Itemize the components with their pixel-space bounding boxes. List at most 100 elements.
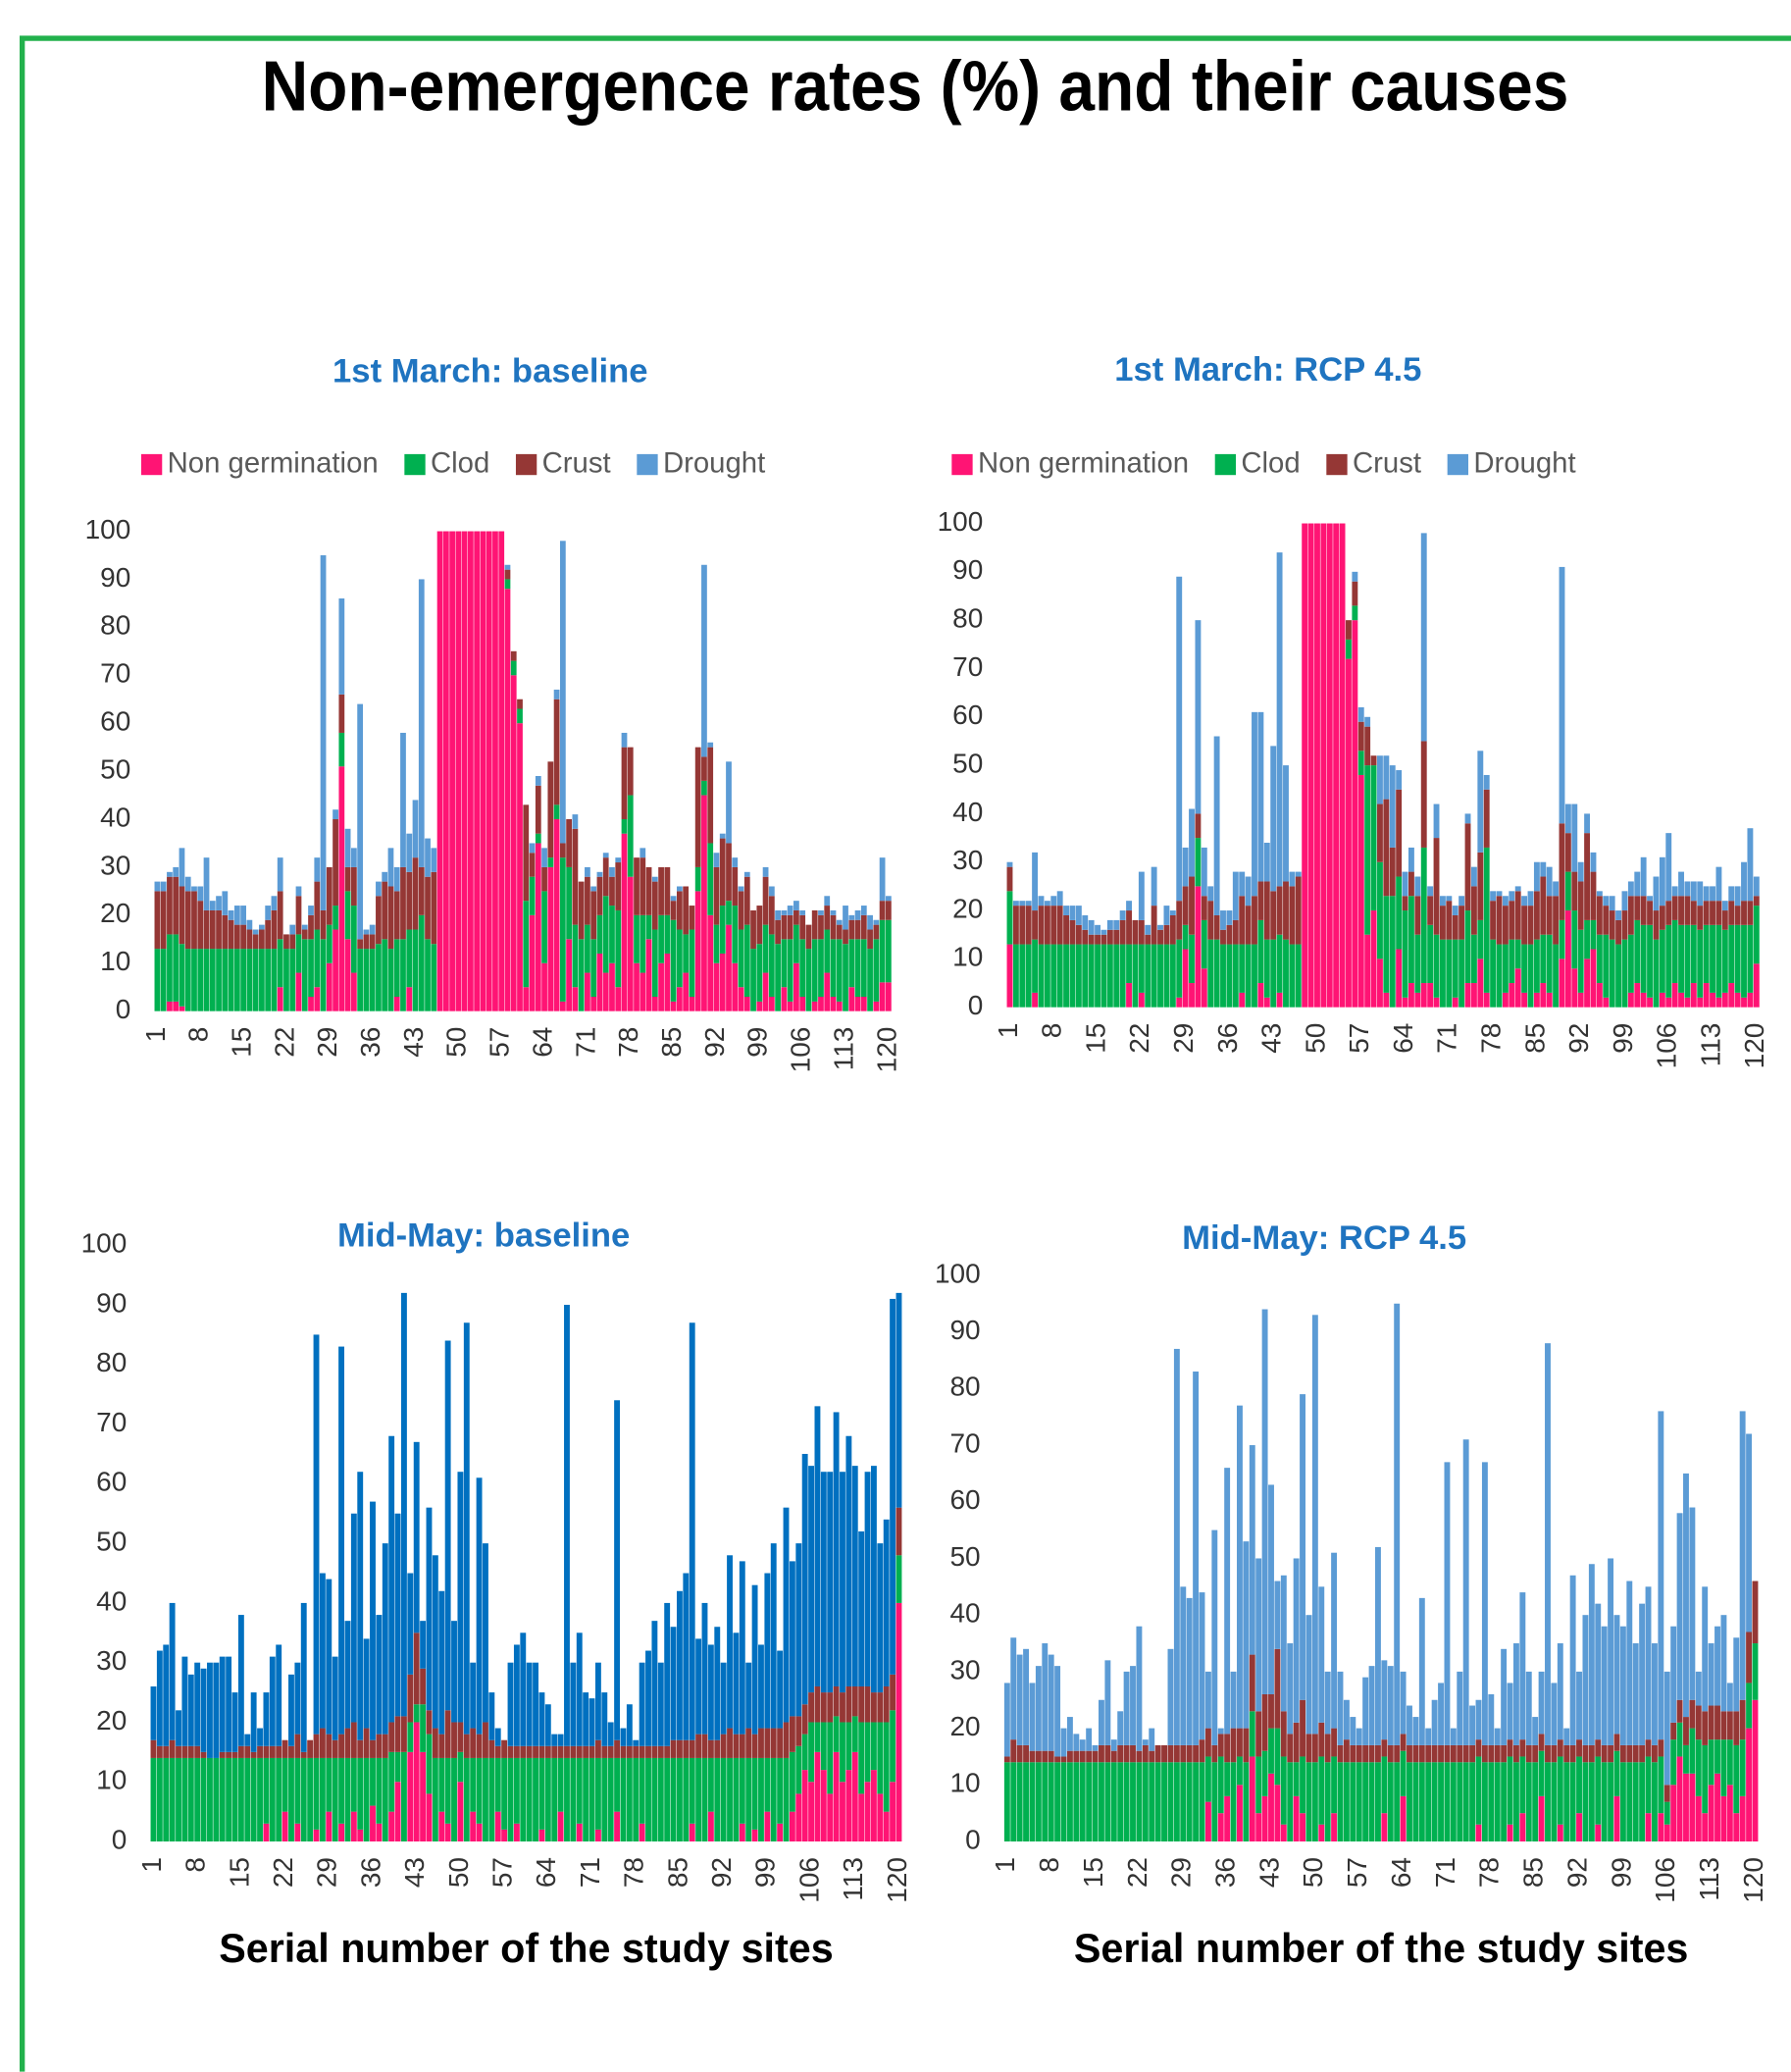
bar-segment	[307, 1757, 314, 1842]
bar-segment	[1289, 871, 1296, 887]
bar-segment	[1695, 1671, 1702, 1706]
bar-segment	[1519, 1813, 1526, 1842]
x-tick-label: 50	[443, 1857, 474, 1888]
bar-segment	[1708, 1705, 1714, 1740]
bar-segment	[1621, 891, 1628, 911]
y-tick-label: 90	[950, 1315, 981, 1345]
bar-segment	[609, 876, 615, 906]
bar-segment	[1396, 789, 1403, 877]
bar-segment	[1003, 1756, 1010, 1763]
x-tick-label: 22	[1122, 1857, 1152, 1888]
bar-segment	[1394, 1762, 1401, 1842]
bar-segment	[651, 929, 658, 998]
bar-segment	[1063, 914, 1070, 945]
bar-segment	[1104, 1660, 1111, 1745]
bar-segment	[1462, 1439, 1469, 1745]
bar-segment	[246, 919, 253, 930]
bar-segment	[294, 1823, 301, 1842]
bar-segment	[1207, 901, 1214, 940]
bar-segment	[1054, 1666, 1061, 1757]
x-tick-label: 78	[1476, 1023, 1507, 1054]
bar-segment	[1331, 1813, 1338, 1842]
bar-segment	[265, 906, 272, 920]
bar-segment	[1204, 1756, 1211, 1802]
bar-segment	[1154, 1744, 1161, 1763]
bar-segment	[1603, 896, 1610, 906]
bar-segment	[1356, 1744, 1362, 1763]
bar-segment	[639, 1757, 645, 1824]
bar-segment	[1232, 944, 1239, 1008]
bar-segment	[1283, 939, 1289, 1008]
bar-segment	[1012, 944, 1019, 1008]
bar-segment	[1025, 906, 1032, 945]
x-tick-label: 36	[1212, 1023, 1243, 1054]
bar-segment	[1389, 847, 1396, 897]
bar-segment	[332, 1739, 338, 1758]
bar-segment	[207, 1662, 213, 1758]
bar-segment	[818, 939, 824, 998]
chart-title: Mid-May: baseline	[337, 1217, 630, 1254]
bar-segment	[1452, 997, 1458, 1008]
bar-segment	[670, 896, 677, 902]
bar-segment	[683, 972, 690, 1011]
bar-segment	[501, 1739, 508, 1758]
bar-segment	[830, 939, 837, 998]
bar-segment	[1576, 1813, 1582, 1842]
bar-segment	[1469, 1762, 1476, 1842]
bar-segment	[295, 934, 302, 973]
bar-segment	[683, 886, 690, 935]
bar-segment	[1533, 992, 1540, 1008]
bar-segment	[1318, 1824, 1325, 1842]
bar-segment	[1444, 1762, 1451, 1842]
bar-segment	[1311, 1315, 1318, 1735]
bar-segment	[1255, 1558, 1262, 1712]
y-tick-label: 10	[96, 1765, 127, 1795]
bar-segment	[1142, 1739, 1149, 1745]
bar-segment	[851, 1716, 858, 1752]
bar-segment	[840, 1472, 845, 1693]
bar-segment	[732, 962, 739, 1011]
bar-segment	[1427, 924, 1434, 984]
x-tick-label: 99	[1606, 1857, 1636, 1888]
bar-segment	[676, 987, 683, 1011]
bar-segment	[1237, 1785, 1243, 1842]
bar-segment	[787, 939, 793, 1002]
bar-segment	[338, 766, 345, 1011]
bar-segment	[559, 857, 566, 1002]
bar-segment	[393, 866, 400, 892]
bar-segment	[756, 1001, 763, 1011]
bar-segment	[645, 866, 652, 915]
bar-segment	[1427, 983, 1434, 1008]
bar-segment	[1651, 1744, 1658, 1763]
bar-segment	[1060, 1728, 1067, 1757]
bar-segment	[1626, 1580, 1633, 1745]
x-tick-label: 120	[882, 1857, 912, 1903]
bar-segment	[801, 1734, 808, 1771]
bar-segment	[793, 924, 799, 963]
bar-segment	[1163, 906, 1170, 925]
bar-segment	[1697, 881, 1704, 906]
bar-segment	[246, 949, 253, 1011]
bar-segment	[1186, 1597, 1193, 1745]
y-tick-label: 30	[952, 845, 983, 875]
bar-segment	[1525, 1744, 1532, 1763]
bar-segment	[1257, 711, 1264, 882]
bar-segment	[1702, 1813, 1709, 1842]
bar-segment	[1249, 1756, 1255, 1842]
bar-segment	[1564, 833, 1571, 872]
x-tick-label: 57	[485, 1027, 515, 1058]
bar-segment	[1557, 1643, 1563, 1740]
bar-segment	[326, 1734, 333, 1758]
x-tick-label: 92	[1563, 1023, 1594, 1054]
bar-segment	[370, 1739, 376, 1758]
bar-segment	[1189, 808, 1195, 877]
bar-segment	[181, 1656, 188, 1746]
bar-segment	[851, 1466, 858, 1687]
bar-segment	[1276, 992, 1283, 1008]
bar-segment	[510, 675, 517, 1011]
y-tick-label: 30	[96, 1645, 127, 1676]
bar-segment	[1268, 1728, 1274, 1774]
bar-segment	[1532, 1744, 1539, 1763]
bar-segment	[1180, 1762, 1187, 1842]
bar-segment	[1044, 944, 1050, 1008]
